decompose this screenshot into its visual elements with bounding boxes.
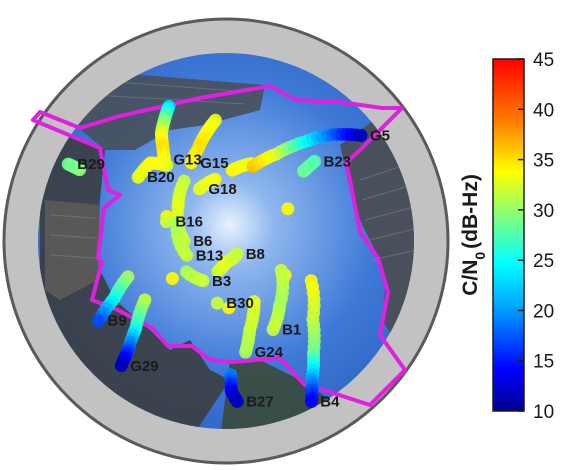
satellite-label-b6: B6	[193, 233, 212, 250]
track-b16	[159, 215, 173, 229]
colorbar-title-sub: 0	[472, 252, 488, 260]
satellite-label-b20: B20	[147, 169, 175, 186]
colorbar-title-main: C/N	[459, 260, 482, 296]
observation-point	[354, 129, 368, 142]
observation-point	[230, 247, 244, 261]
track-g15	[184, 113, 222, 170]
satellite-label-b23: B23	[324, 153, 352, 170]
track-b30	[210, 296, 224, 310]
track-b23	[297, 154, 321, 178]
observation-point	[196, 274, 210, 288]
colorbar-tick-label: 10	[533, 402, 554, 423]
observation-point	[222, 301, 236, 315]
observation-point	[210, 296, 224, 310]
track-g24	[239, 295, 261, 359]
observation-point	[184, 156, 198, 170]
satellite-label-g13: G13	[173, 151, 201, 168]
satellite-label-g5: G5	[370, 128, 390, 145]
track-b20	[131, 156, 174, 184]
observation-point	[225, 163, 239, 177]
observation-point	[239, 345, 253, 359]
observation-point	[266, 323, 280, 336]
satellite-label-b30: B30	[226, 295, 254, 312]
track-g5	[246, 127, 368, 173]
colorbar-tick-label: 15	[533, 352, 554, 373]
satellite-tracks	[61, 99, 368, 408]
track-b3	[180, 265, 210, 288]
observation-point	[230, 395, 244, 408]
track-b27	[224, 368, 244, 408]
colorbar-tick-label: 35	[533, 151, 554, 172]
observation-point	[159, 215, 173, 229]
track-b13	[170, 216, 194, 262]
track-b8	[211, 247, 244, 278]
satellite-label-g29: G29	[130, 358, 158, 375]
colorbar-tick-label: 20	[533, 301, 554, 322]
track-b9	[92, 270, 135, 328]
colorbar-ticks: 45 40 35 30 25 20 15 10	[518, 50, 554, 423]
satellite-label-g24: G24	[255, 344, 284, 361]
observation-point	[308, 154, 321, 168]
observation-point	[165, 272, 179, 285]
colorbar-tick-label: 30	[533, 201, 554, 222]
observation-point	[92, 314, 105, 328]
colorbar: 45 40 35 30 25 20 15 10 C/N0 (dB-Hz)	[459, 50, 554, 423]
sky-mask-boundary	[31, 84, 407, 407]
colorbar-title: C/N0 (dB-Hz)	[459, 174, 488, 296]
satellite-label-b3: B3	[212, 273, 231, 290]
track-g13	[154, 99, 176, 166]
observation-point	[114, 359, 128, 373]
satellite-label-b16: B16	[175, 214, 203, 231]
colorbar-gradient	[492, 58, 525, 412]
satellite-label-b13: B13	[196, 247, 224, 264]
colorbar-tick-label: 25	[533, 251, 554, 272]
observation-point	[61, 157, 75, 171]
satellite-label-b9: B9	[108, 313, 127, 330]
satellite-label-b4: B4	[320, 394, 340, 411]
satellite-label-b1: B1	[282, 322, 301, 339]
observation-point	[281, 202, 295, 216]
colorbar-tick-label: 45	[533, 50, 554, 71]
track-b29	[61, 157, 87, 177]
satellite-label-g18: G18	[208, 181, 236, 198]
track-b4	[304, 274, 321, 408]
observation-point	[192, 182, 206, 196]
observation-point	[180, 248, 194, 262]
satellite-label-b29: B29	[77, 156, 105, 173]
track-g29	[114, 293, 152, 373]
colorbar-title-unit: (dB-Hz)	[459, 174, 482, 249]
observation-point	[131, 170, 145, 184]
satellite-label-b8: B8	[246, 246, 265, 263]
satellite-label-g15: G15	[200, 155, 228, 172]
satellite-label-b27: B27	[246, 394, 274, 411]
track-b1	[266, 263, 290, 336]
observation-point	[304, 395, 318, 408]
colorbar-tick-label: 40	[533, 100, 554, 121]
